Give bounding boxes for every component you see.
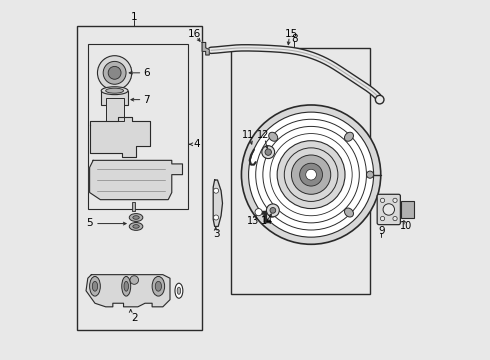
Text: 15: 15	[285, 28, 298, 39]
Circle shape	[393, 198, 397, 203]
Ellipse shape	[269, 132, 278, 141]
Circle shape	[393, 216, 397, 221]
Polygon shape	[213, 180, 222, 226]
Circle shape	[300, 163, 322, 186]
Ellipse shape	[90, 276, 100, 296]
Circle shape	[375, 95, 384, 104]
Ellipse shape	[101, 87, 128, 95]
Text: 6: 6	[143, 68, 150, 78]
Text: 8: 8	[291, 34, 297, 44]
Ellipse shape	[177, 287, 181, 294]
Circle shape	[98, 56, 132, 90]
Circle shape	[270, 207, 276, 213]
Text: 12: 12	[257, 130, 270, 140]
Ellipse shape	[106, 88, 123, 93]
Text: 3: 3	[213, 229, 220, 239]
Circle shape	[270, 134, 352, 216]
Circle shape	[262, 146, 275, 158]
Ellipse shape	[175, 283, 183, 298]
Ellipse shape	[269, 208, 278, 217]
Text: 13: 13	[247, 216, 259, 226]
Text: 4: 4	[193, 139, 200, 149]
FancyBboxPatch shape	[377, 194, 400, 225]
Circle shape	[306, 169, 317, 180]
Bar	[401, 202, 414, 217]
Circle shape	[292, 155, 331, 194]
Ellipse shape	[155, 282, 162, 291]
Bar	[231, 48, 370, 294]
Circle shape	[267, 204, 279, 217]
Circle shape	[108, 66, 121, 79]
Circle shape	[380, 216, 385, 221]
Ellipse shape	[124, 282, 128, 291]
Circle shape	[242, 105, 381, 244]
Circle shape	[130, 276, 139, 284]
Ellipse shape	[92, 282, 98, 291]
Polygon shape	[86, 275, 170, 307]
Bar	[132, 202, 135, 211]
Circle shape	[256, 119, 367, 230]
Polygon shape	[202, 42, 209, 55]
Bar	[106, 98, 123, 121]
Circle shape	[255, 208, 262, 216]
Circle shape	[367, 171, 373, 178]
Bar	[77, 26, 202, 330]
Text: 16: 16	[188, 28, 201, 39]
Text: 1: 1	[131, 13, 138, 22]
Text: 2: 2	[131, 312, 138, 323]
Ellipse shape	[133, 216, 139, 219]
Ellipse shape	[344, 208, 353, 217]
Text: 9: 9	[378, 226, 385, 236]
Text: 5: 5	[86, 218, 93, 228]
Ellipse shape	[152, 276, 165, 296]
Ellipse shape	[129, 222, 143, 230]
Bar	[88, 44, 188, 208]
Polygon shape	[90, 160, 182, 200]
Polygon shape	[90, 117, 150, 157]
Ellipse shape	[129, 213, 143, 221]
Circle shape	[284, 148, 338, 202]
Circle shape	[277, 141, 345, 208]
Ellipse shape	[133, 225, 139, 228]
Text: 7: 7	[143, 95, 150, 105]
Circle shape	[380, 198, 385, 203]
Circle shape	[383, 204, 394, 215]
Circle shape	[214, 215, 219, 220]
Text: 11: 11	[242, 130, 254, 140]
Ellipse shape	[122, 276, 131, 296]
Bar	[101, 91, 128, 105]
Text: 14: 14	[261, 216, 273, 226]
Text: 10: 10	[400, 221, 413, 231]
Circle shape	[103, 62, 126, 84]
Circle shape	[263, 126, 359, 223]
Circle shape	[248, 112, 373, 237]
Circle shape	[265, 149, 271, 156]
Circle shape	[214, 188, 219, 193]
Ellipse shape	[344, 132, 353, 141]
